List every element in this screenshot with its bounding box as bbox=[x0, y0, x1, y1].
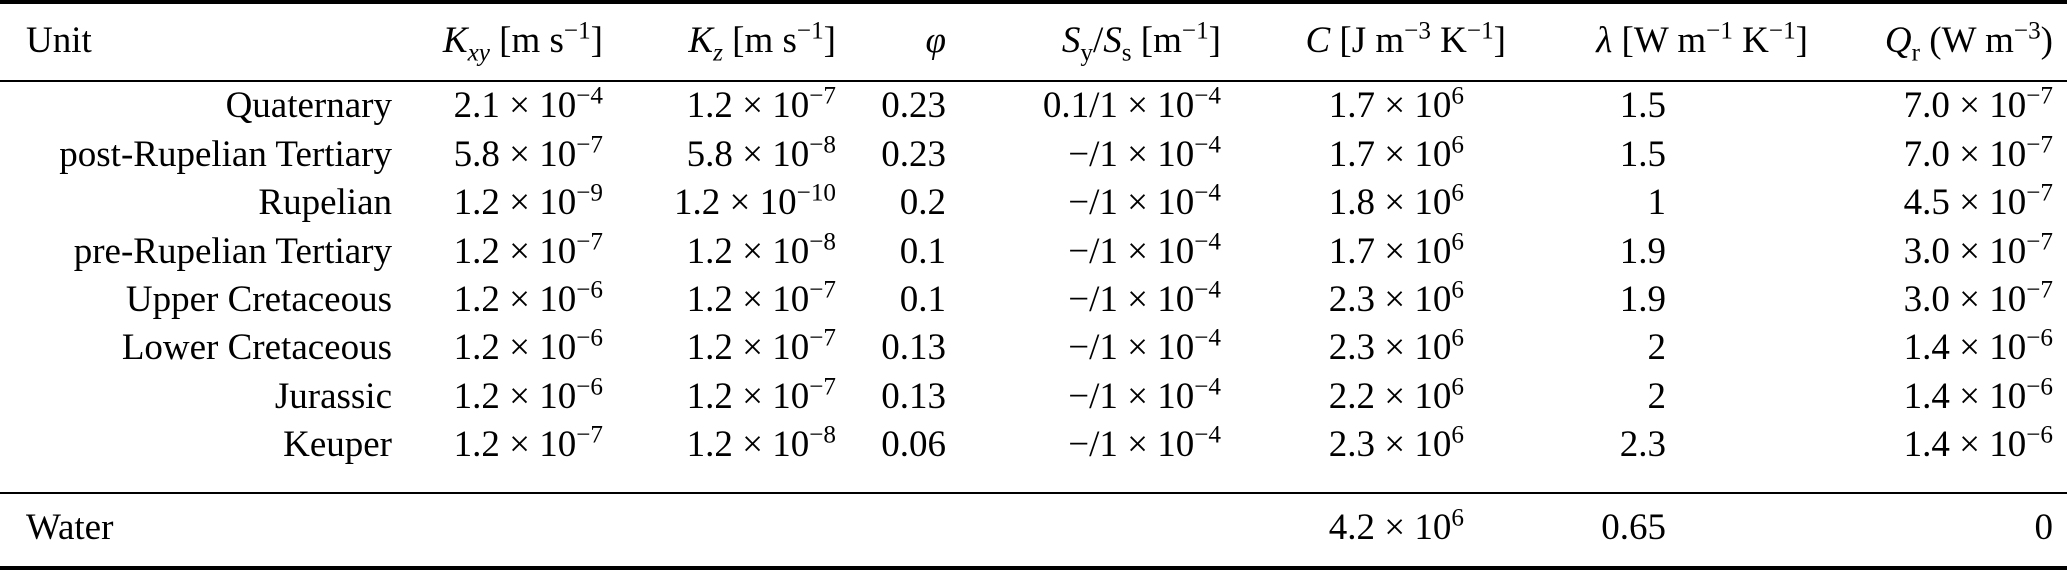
column-header-qr: Qr (W m−3) bbox=[1816, 2, 2067, 83]
cell-lambda: 1.9 bbox=[1619, 278, 1666, 320]
cell-sy-ss: −/1 × 10−4 bbox=[1068, 179, 1221, 224]
column-header-c: C [J m−3 K−1] bbox=[1229, 2, 1514, 83]
cell-kz: 5.8 × 10−8 bbox=[686, 131, 836, 175]
table-row: pre-Rupelian Tertiary 1.2 × 10−7 1.2 × 10−… bbox=[0, 228, 2067, 276]
column-header-lambda: λ [W m−1 K−1] bbox=[1514, 2, 1816, 83]
cell-lambda: 1.5 bbox=[1619, 133, 1666, 175]
cell-lambda: 1.9 bbox=[1619, 230, 1666, 272]
cell-lambda: 2 bbox=[1647, 327, 1667, 369]
table-body: Quaternary 2.1 × 10−4 1.2 × 10−7 0.23 0.1/1 … bbox=[0, 81, 2067, 492]
cell-phi: 0.13 bbox=[881, 327, 946, 369]
cell-lambda: 1.5 bbox=[1619, 85, 1666, 127]
cell-qr: 3.0 × 10−7 bbox=[1903, 276, 2053, 320]
cell-sy-ss bbox=[954, 491, 1229, 568]
column-header-unit: Unit bbox=[0, 2, 400, 83]
column-header-phi: φ bbox=[844, 2, 954, 83]
cell-phi: 0.2 bbox=[899, 182, 946, 224]
cell-qr: 7.0 × 10−7 bbox=[1903, 83, 2053, 127]
cell-kxy: 1.2 × 10−9 bbox=[453, 179, 603, 224]
cell-phi bbox=[844, 491, 954, 568]
cell-phi: 0.23 bbox=[881, 133, 946, 175]
cell-kz: 1.2 × 10−7 bbox=[686, 373, 836, 417]
table-row: Jurassic 1.2 × 10−6 1.2 × 10−7 0.13 −/1 × 10… bbox=[0, 373, 2067, 421]
cell-unit: Water bbox=[0, 491, 400, 568]
cell-phi: 0.13 bbox=[881, 375, 946, 417]
cell-qr: 3.0 × 10−7 bbox=[1903, 228, 2053, 272]
cell-unit: Lower Cretaceous bbox=[121, 327, 392, 369]
cell-sy-ss: −/1 × 10−4 bbox=[1068, 325, 1221, 369]
column-header-sy-ss: Sy/Ss [m−1] bbox=[954, 2, 1229, 83]
cell-lambda: 2 bbox=[1647, 375, 1667, 417]
table-row: Rupelian 1.2 × 10−9 1.2 × 10−10 0.2 −/1 × 10… bbox=[0, 179, 2067, 227]
cell-c: 2.3 × 106 bbox=[1328, 325, 1464, 369]
cell-kxy: 1.2 × 10−6 bbox=[453, 325, 603, 369]
cell-c: 1.8 × 106 bbox=[1328, 179, 1464, 224]
column-header-kxy: Kxy [m s−1] bbox=[400, 2, 611, 83]
table-header: Unit Kxy [m s−1] Kz [m s−1] φ Sy/Ss [m−1] C [… bbox=[0, 2, 2067, 83]
cell-sy-ss: 0.1/1 × 10−4 bbox=[1042, 83, 1221, 127]
cell-kz: 1.2 × 10−10 bbox=[674, 179, 836, 224]
cell-phi: 0.1 bbox=[899, 278, 946, 320]
cell-kxy: 1.2 × 10−6 bbox=[453, 276, 603, 320]
cell-kz bbox=[611, 491, 844, 568]
cell-unit: Jurassic bbox=[274, 375, 392, 417]
cell-sy-ss: −/1 × 10−4 bbox=[1068, 276, 1221, 320]
cell-qr: 1.4 × 10−6 bbox=[1903, 373, 2053, 417]
cell-kz: 1.2 × 10−7 bbox=[686, 325, 836, 369]
cell-unit: Rupelian bbox=[258, 182, 392, 224]
column-header-kz: Kz [m s−1] bbox=[611, 2, 844, 83]
cell-lambda: 1 bbox=[1647, 182, 1667, 224]
cell-qr: 1.4 × 10−6 bbox=[1903, 421, 2053, 466]
cell-kz: 1.2 × 10−7 bbox=[686, 83, 836, 127]
cell-phi: 0.23 bbox=[881, 85, 946, 127]
header-row: Unit Kxy [m s−1] Kz [m s−1] φ Sy/Ss [m−1] C [… bbox=[0, 2, 2067, 83]
cell-kxy: 1.2 × 10−6 bbox=[453, 373, 603, 417]
cell-kz: 1.2 × 10−7 bbox=[686, 276, 836, 320]
cell-c: 2.3 × 106 bbox=[1328, 421, 1464, 466]
footer-row: Water 4.2 × 106 0.65 0 bbox=[0, 491, 2067, 568]
cell-kxy: 1.2 × 10−7 bbox=[453, 228, 603, 272]
cell-c: 4.2 × 106 bbox=[1229, 491, 1514, 568]
table-row: Keuper 1.2 × 10−7 1.2 × 10−8 0.06 −/1 × 10−4… bbox=[0, 421, 2067, 492]
cell-sy-ss: −/1 × 10−4 bbox=[1068, 131, 1221, 175]
cell-kz: 1.2 × 10−8 bbox=[686, 228, 836, 272]
cell-phi: 0.1 bbox=[899, 230, 946, 272]
cell-kxy bbox=[400, 491, 611, 568]
cell-qr: 7.0 × 10−7 bbox=[1903, 131, 2053, 175]
cell-c: 1.7 × 106 bbox=[1328, 228, 1464, 272]
cell-c: 2.3 × 106 bbox=[1328, 276, 1464, 320]
cell-c: 2.2 × 106 bbox=[1328, 373, 1464, 417]
cell-kxy: 2.1 × 10−4 bbox=[453, 83, 603, 127]
cell-qr: 1.4 × 10−6 bbox=[1903, 325, 2053, 369]
table-row: Upper Cretaceous 1.2 × 10−6 1.2 × 10−7 0.1 −… bbox=[0, 276, 2067, 324]
cell-unit: pre-Rupelian Tertiary bbox=[73, 230, 392, 272]
cell-unit: Quaternary bbox=[225, 85, 392, 127]
cell-unit: Upper Cretaceous bbox=[125, 278, 392, 320]
cell-sy-ss: −/1 × 10−4 bbox=[1068, 421, 1221, 466]
cell-sy-ss: −/1 × 10−4 bbox=[1068, 373, 1221, 417]
table-row: Lower Cretaceous 1.2 × 10−6 1.2 × 10−7 0.13… bbox=[0, 324, 2067, 372]
cell-kxy: 5.8 × 10−7 bbox=[453, 131, 603, 175]
cell-phi: 0.06 bbox=[881, 424, 946, 466]
cell-lambda: 0.65 bbox=[1514, 491, 1816, 568]
cell-unit: Keuper bbox=[283, 424, 392, 466]
footer-body: Water 4.2 × 106 0.65 0 bbox=[0, 491, 2067, 568]
cell-lambda: 2.3 bbox=[1619, 424, 1666, 466]
cell-qr: 4.5 × 10−7 bbox=[1903, 179, 2053, 224]
cell-kz: 1.2 × 10−8 bbox=[686, 421, 836, 466]
cell-kxy: 1.2 × 10−7 bbox=[453, 421, 603, 466]
cell-qr: 0 bbox=[1816, 491, 2067, 568]
cell-c: 1.7 × 106 bbox=[1328, 83, 1464, 127]
table-row: Quaternary 2.1 × 10−4 1.2 × 10−7 0.23 0.1/1 … bbox=[0, 81, 2067, 130]
cell-unit: post-Rupelian Tertiary bbox=[59, 133, 392, 175]
cell-c: 1.7 × 106 bbox=[1328, 131, 1464, 175]
table-row: post-Rupelian Tertiary 5.8 × 10−7 5.8 × 10… bbox=[0, 131, 2067, 179]
cell-sy-ss: −/1 × 10−4 bbox=[1068, 228, 1221, 272]
